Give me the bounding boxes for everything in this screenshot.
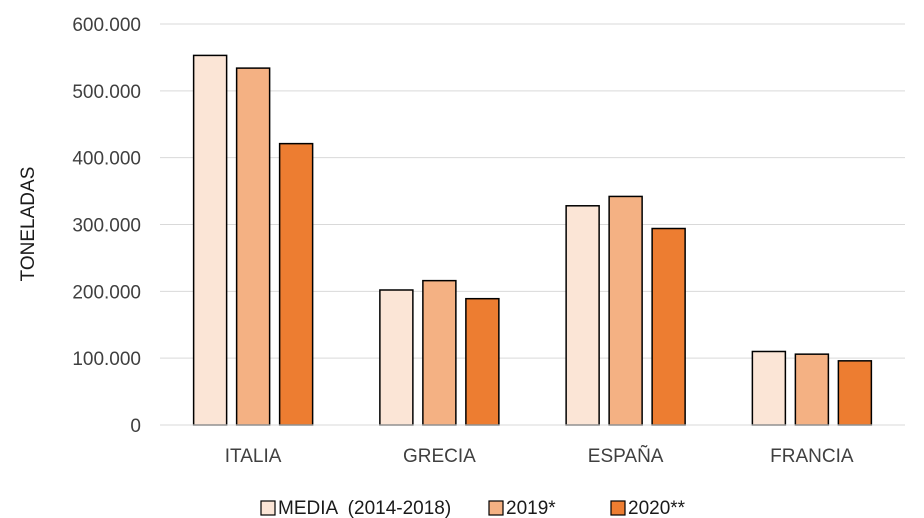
legend-swatch	[488, 500, 504, 516]
bar	[192, 54, 228, 426]
y-axis-label: TONELADAS	[18, 167, 39, 282]
y-axis-ticks: 0 100.000 200.000 300.000 400.000 500.000 600.…	[72, 15, 141, 437]
legend: MEDIA (2014-2018) 2019* 2020**	[260, 498, 686, 518]
x-tick-label: ESPAÑA	[588, 445, 664, 467]
gridlines	[160, 23, 905, 359]
bars	[192, 54, 873, 426]
y-tick-label: 300.000	[72, 216, 141, 237]
bar	[422, 279, 457, 426]
x-tick-label: FRANCIA	[770, 446, 854, 467]
bar	[565, 205, 600, 426]
bar	[751, 350, 787, 426]
y-tick-label: 100.000	[72, 349, 141, 370]
y-tick-label: 0	[130, 416, 141, 437]
bar	[608, 195, 643, 426]
legend-swatch	[260, 500, 276, 516]
y-tick-label: 400.000	[72, 149, 141, 170]
y-tick-label: 600.000	[72, 15, 141, 36]
x-axis-ticks: ITALIA GRECIA ESPAÑA FRANCIA	[225, 445, 854, 467]
bar	[465, 297, 500, 426]
legend-label: 2020**	[628, 498, 686, 518]
bar	[651, 227, 686, 426]
legend-label: MEDIA (2014-2018)	[278, 498, 451, 518]
x-tick-label: ITALIA	[225, 446, 282, 467]
bar	[794, 353, 830, 426]
bar	[235, 67, 271, 426]
legend-swatch	[610, 500, 626, 516]
legend-label: 2019*	[506, 498, 556, 518]
bar	[278, 142, 314, 426]
y-tick-label: 200.000	[72, 282, 141, 303]
bar	[379, 289, 414, 426]
x-tick-label: GRECIA	[403, 446, 476, 467]
y-tick-label: 500.000	[72, 82, 141, 103]
bar	[837, 360, 873, 426]
